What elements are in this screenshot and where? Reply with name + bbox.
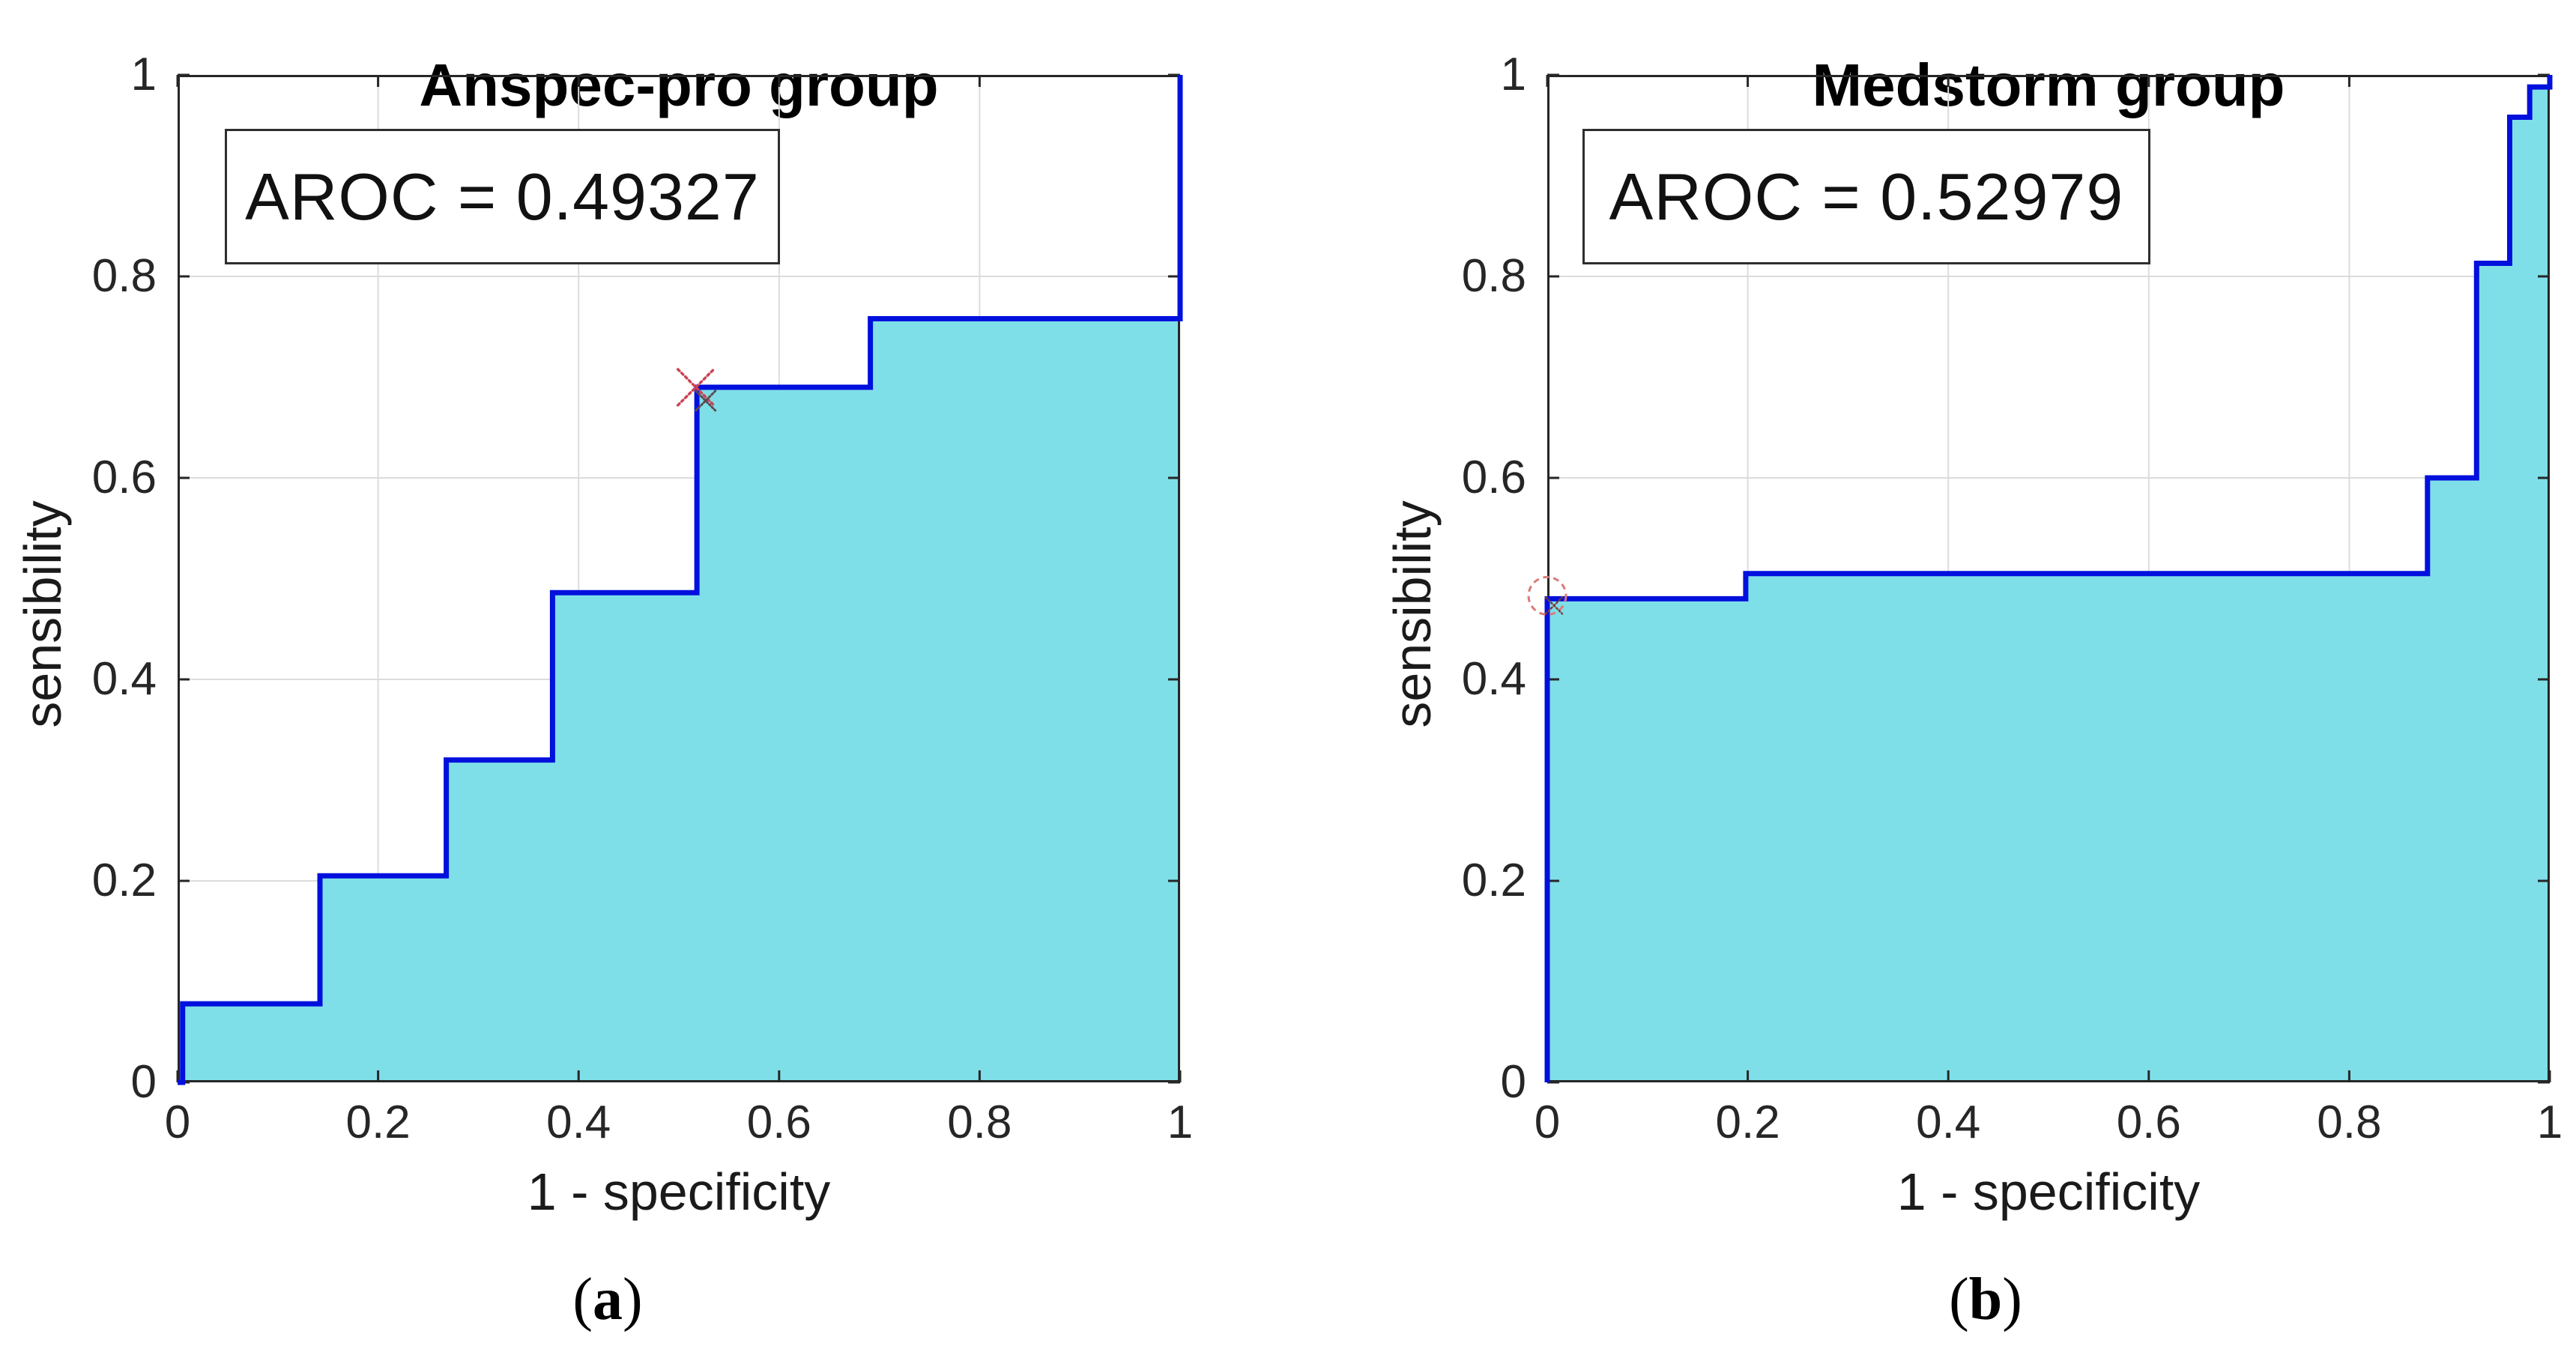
x-tick-label: 0.2: [1715, 1097, 1780, 1148]
y-tick-label: 0.2: [1461, 855, 1526, 906]
y-tick-label: 1: [1500, 49, 1526, 100]
operating-point-circle-marker: [1527, 575, 1567, 616]
roc-area-fill: [178, 75, 1180, 1082]
aroc-annotation-text: AROC = 0.49327: [245, 159, 760, 234]
y-tick-label: 0.8: [1461, 250, 1526, 302]
aroc-annotation-box: AROC = 0.52979: [1582, 129, 2150, 264]
caption-paren: (: [1949, 1267, 1969, 1333]
operating-point-x-marker: [1544, 596, 1564, 615]
y-tick-label: 0: [130, 1056, 157, 1108]
x-tick-label: 0.2: [345, 1097, 411, 1148]
x-axis-label: 1 - specificity: [527, 1163, 831, 1221]
roc-curve: [1544, 75, 2553, 1082]
caption-letter: a: [593, 1267, 623, 1333]
operating-point-x-marker: [695, 390, 717, 412]
axes-box: [1547, 75, 2550, 1082]
x-tick-label: 0.8: [2317, 1097, 2382, 1148]
roc-plot-area: [1527, 73, 2553, 1084]
plot-title: Anspec-pro group: [419, 52, 939, 119]
y-tick-label: 0.4: [91, 653, 157, 705]
x-tick-label: 0: [164, 1097, 191, 1148]
subfigure-caption: (b): [1949, 1270, 2022, 1330]
operating-point-x-marker: [676, 368, 716, 407]
y-tick-label: 0.2: [91, 855, 157, 906]
y-axis-label: sensibility: [1383, 500, 1442, 728]
caption-paren: ): [2002, 1267, 2022, 1333]
x-tick-label: 1: [2536, 1097, 2563, 1148]
y-tick-label: 0.6: [91, 452, 157, 503]
x-tick-label: 0: [1534, 1097, 1561, 1148]
caption-paren: (: [572, 1267, 593, 1333]
y-tick-label: 1: [130, 49, 157, 100]
y-tick-label: 0.8: [91, 250, 157, 302]
caption-letter: b: [1968, 1267, 2003, 1333]
x-tick-label: 0.4: [1916, 1097, 1981, 1148]
axes-box: [178, 75, 1180, 1082]
x-tick-label: 0.6: [746, 1097, 811, 1148]
aroc-annotation-box: AROC = 0.49327: [225, 129, 780, 264]
y-tick-label: 0: [1500, 1056, 1526, 1108]
x-tick-label: 0.4: [546, 1097, 611, 1148]
subfigure-caption: (a): [572, 1270, 642, 1330]
y-tick-label: 0.4: [1461, 653, 1526, 705]
plot-title: Medstorm group: [1812, 52, 2285, 119]
aroc-annotation-text: AROC = 0.52979: [1609, 159, 2124, 234]
caption-paren: ): [623, 1267, 643, 1333]
roc-curve: [178, 75, 1183, 1085]
roc-area-fill: [1547, 75, 2550, 1082]
x-axis-label: 1 - specificity: [1896, 1163, 2201, 1221]
x-tick-label: 0.8: [947, 1097, 1012, 1148]
x-tick-label: 0.6: [2116, 1097, 2181, 1148]
x-tick-label: 1: [1167, 1097, 1194, 1148]
y-tick-label: 0.6: [1461, 452, 1526, 503]
